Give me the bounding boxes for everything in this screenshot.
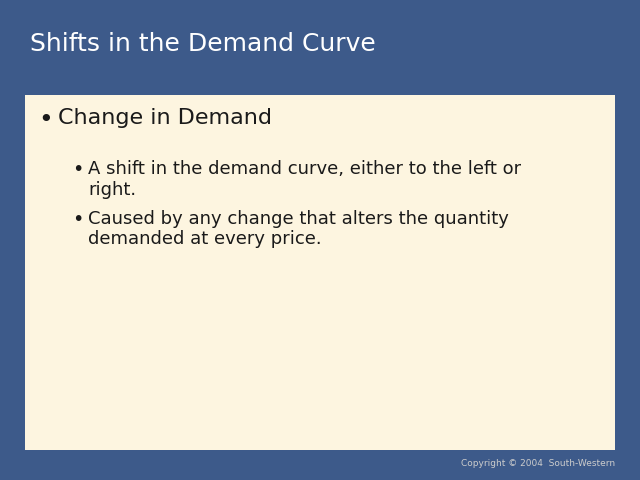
Text: A shift in the demand curve, either to the left or: A shift in the demand curve, either to t… bbox=[88, 160, 521, 178]
Text: Shifts in the Demand Curve: Shifts in the Demand Curve bbox=[30, 32, 376, 56]
Text: Change in Demand: Change in Demand bbox=[58, 108, 272, 128]
Text: •: • bbox=[72, 160, 83, 179]
Text: •: • bbox=[72, 210, 83, 229]
Text: Caused by any change that alters the quantity: Caused by any change that alters the qua… bbox=[88, 210, 509, 228]
Text: right.: right. bbox=[88, 181, 136, 199]
Text: demanded at every price.: demanded at every price. bbox=[88, 230, 322, 248]
FancyBboxPatch shape bbox=[25, 95, 615, 450]
Text: Copyright © 2004  South-Western: Copyright © 2004 South-Western bbox=[461, 459, 615, 468]
Text: •: • bbox=[38, 108, 52, 132]
